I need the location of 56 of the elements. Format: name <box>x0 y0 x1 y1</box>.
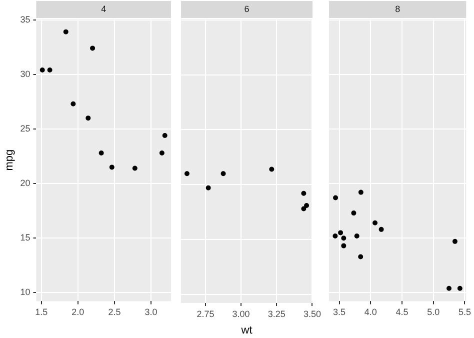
y-tick-label: 10 <box>20 287 30 298</box>
point <box>162 133 168 138</box>
x-tick-label: 2.5 <box>108 307 121 318</box>
point <box>341 236 346 241</box>
point <box>446 286 452 291</box>
x-tick-label: 4.0 <box>364 307 377 318</box>
point <box>132 166 138 171</box>
x-tick-label: 5.0 <box>427 307 440 318</box>
x-tick-label: 3.5 <box>333 307 346 318</box>
y-tick-label: 35 <box>20 14 30 24</box>
chart-title: 8 <box>395 4 400 14</box>
x-tick-label: 4.5 <box>396 307 408 318</box>
x-tick-label: 3.50 <box>303 308 321 319</box>
point <box>159 150 164 156</box>
point <box>301 206 306 212</box>
point <box>457 286 462 291</box>
point <box>90 46 96 51</box>
point <box>86 116 91 121</box>
point <box>358 254 364 260</box>
chart-title: 6 <box>244 4 250 14</box>
point <box>40 68 45 73</box>
point <box>338 230 344 236</box>
point <box>351 210 356 216</box>
x-tick-label: 3.0 <box>144 307 158 318</box>
point <box>220 171 226 176</box>
y-axis-title: mpg <box>4 149 16 171</box>
point <box>333 195 338 200</box>
y-tick-label: 25 <box>20 123 30 134</box>
x-tick-label: 2.75 <box>196 308 214 319</box>
x-tick-label: 2.0 <box>72 307 84 318</box>
x-tick-label: 5.5 <box>458 307 471 318</box>
point <box>378 226 384 232</box>
point <box>452 238 458 244</box>
y-tick-label: 15 <box>20 232 30 243</box>
point <box>358 190 364 195</box>
y-tick-label: 30 <box>20 68 30 79</box>
point <box>301 190 306 196</box>
y-tick-label: 20 <box>20 178 30 188</box>
point <box>372 220 378 226</box>
point <box>63 29 68 34</box>
point <box>98 150 104 156</box>
point <box>109 164 114 170</box>
x-tick-label: 3.25 <box>268 308 286 319</box>
point <box>184 171 190 176</box>
point <box>304 202 310 208</box>
point <box>354 233 360 238</box>
x-tick-label: 3.00 <box>232 308 250 319</box>
chart-title: 4 <box>101 4 106 14</box>
x-axis-title: wt <box>240 324 252 336</box>
point <box>332 233 338 238</box>
point <box>47 68 52 73</box>
point <box>341 243 346 248</box>
x-tick-label: 1.5 <box>35 307 48 318</box>
point <box>206 185 211 190</box>
point <box>70 101 76 106</box>
point <box>269 166 274 172</box>
